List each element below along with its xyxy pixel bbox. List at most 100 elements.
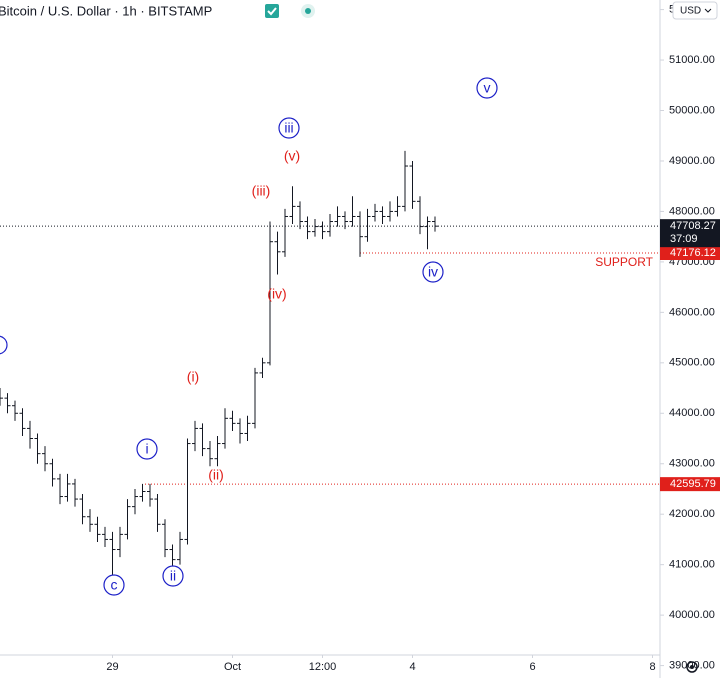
ohlc-bar — [282, 208, 288, 257]
ohlc-bar — [304, 216, 311, 240]
ohlc-bar — [79, 494, 86, 525]
ohlc-bar — [57, 473, 63, 505]
ohlc-bar — [199, 423, 206, 457]
wave-label: iii — [284, 120, 293, 136]
currency-caret — [704, 8, 712, 13]
y-tick-label: 45000.00 — [669, 357, 715, 369]
wave-label: (ii) — [208, 467, 224, 483]
wave-circle — [103, 574, 125, 596]
ohlc-bar — [417, 196, 423, 235]
last-price-value: 47708.27 — [670, 220, 716, 232]
ohlc-bar — [357, 211, 363, 257]
ohlc-bar — [87, 509, 93, 532]
level-value: 47176.12 — [670, 247, 716, 259]
ohlc-bar — [312, 219, 318, 237]
y-tick-label: 44000.00 — [669, 407, 715, 419]
ohlc-bar — [327, 213, 333, 237]
ohlc-bar — [27, 420, 33, 449]
wave-circle — [162, 565, 184, 587]
y-tick-label: 43000.00 — [669, 458, 715, 470]
ohlc-bar — [237, 418, 243, 444]
ohlc-bar — [102, 526, 108, 548]
status-check — [267, 7, 277, 16]
wave-label: (iv) — [267, 286, 286, 302]
ohlc-bar — [4, 393, 11, 414]
ohlc-bar — [72, 478, 78, 507]
level-label: SUPPORT — [595, 255, 653, 269]
ohlc-bar — [34, 433, 41, 464]
wave-label: i — [145, 441, 148, 457]
y-tick-label: 41000.00 — [669, 559, 715, 571]
ohlc-bar — [432, 216, 438, 232]
y-tick-label: 49000.00 — [669, 155, 715, 167]
ohlc-bar — [109, 531, 116, 578]
level-badge — [660, 477, 720, 492]
ohlc-bar — [394, 196, 401, 217]
ohlc-bar — [259, 357, 266, 378]
ohlc-bar — [349, 196, 356, 227]
ohlc-bar — [364, 208, 371, 242]
ohlc-bar — [252, 367, 258, 429]
ohlc-bar — [424, 216, 431, 250]
ohlc-bar — [177, 531, 183, 565]
ohlc-bar — [222, 408, 228, 449]
ohlc-bar — [64, 473, 71, 502]
ohlc-bar — [147, 483, 153, 507]
ohlc-bar — [192, 420, 198, 452]
x-tick-label: 12:00 — [309, 661, 337, 673]
ohlc-bar — [207, 441, 213, 467]
ohlc-bar — [319, 221, 326, 240]
x-tick-label: Oct — [224, 661, 241, 673]
wave-circle — [136, 438, 158, 460]
wave-label: c — [111, 577, 118, 593]
ohlc-bar — [214, 435, 221, 467]
y-tick-label: 46000.00 — [669, 306, 715, 318]
currency-label[interactable]: USD — [680, 6, 701, 17]
wave-circle — [476, 77, 498, 99]
wave-label: iv — [428, 264, 438, 280]
ohlc-bar — [154, 494, 161, 532]
ohlc-bar — [244, 415, 251, 442]
last-price-badge — [660, 219, 720, 248]
x-tick-label: 4 — [409, 661, 415, 673]
ohlc-bar — [267, 221, 273, 366]
x-tick-label: 6 — [529, 661, 535, 673]
wave-circle — [278, 117, 300, 139]
chart-title: Bitcoin / U.S. Dollar · 1h · BITSTAMP — [0, 3, 212, 18]
status-icon — [265, 4, 279, 18]
wave-label: (i) — [187, 369, 199, 385]
ohlc-bar — [124, 499, 131, 540]
y-tick-label: 48000.00 — [669, 205, 715, 217]
y-tick-label: 51000.00 — [669, 54, 715, 66]
ohlc-bar — [42, 446, 48, 472]
countdown: 37:09 — [670, 233, 698, 245]
wave-label: ii — [170, 568, 176, 584]
ohlc-bar — [274, 231, 281, 275]
y-tick-label: 40000.00 — [669, 609, 715, 621]
currency-button[interactable] — [672, 1, 718, 20]
ohlc-bar — [49, 458, 56, 487]
wave-label: v — [484, 80, 491, 96]
x-tick-label: 29 — [106, 661, 118, 673]
ohlc-bar — [139, 483, 146, 502]
market-status-dot — [305, 8, 311, 14]
ohlc-bar — [12, 400, 18, 421]
ohlc-bar — [372, 203, 378, 222]
ohlc-bar — [184, 438, 191, 545]
wave-label: (iii) — [252, 183, 271, 199]
ohlc-bar — [289, 186, 296, 225]
ohlc-bar — [132, 488, 138, 515]
level-value: 42595.79 — [670, 478, 716, 490]
ohlc-bar — [342, 211, 348, 230]
x-tick-label: 8 — [649, 661, 655, 673]
ohlc-bar — [229, 410, 236, 431]
ohlc-bar — [387, 201, 393, 222]
ohlc-bar — [117, 526, 123, 558]
settings-icon[interactable] — [686, 661, 698, 673]
ohlc-bar — [94, 516, 101, 542]
wave-circle — [0, 335, 8, 355]
ohlc-bar — [19, 408, 26, 436]
